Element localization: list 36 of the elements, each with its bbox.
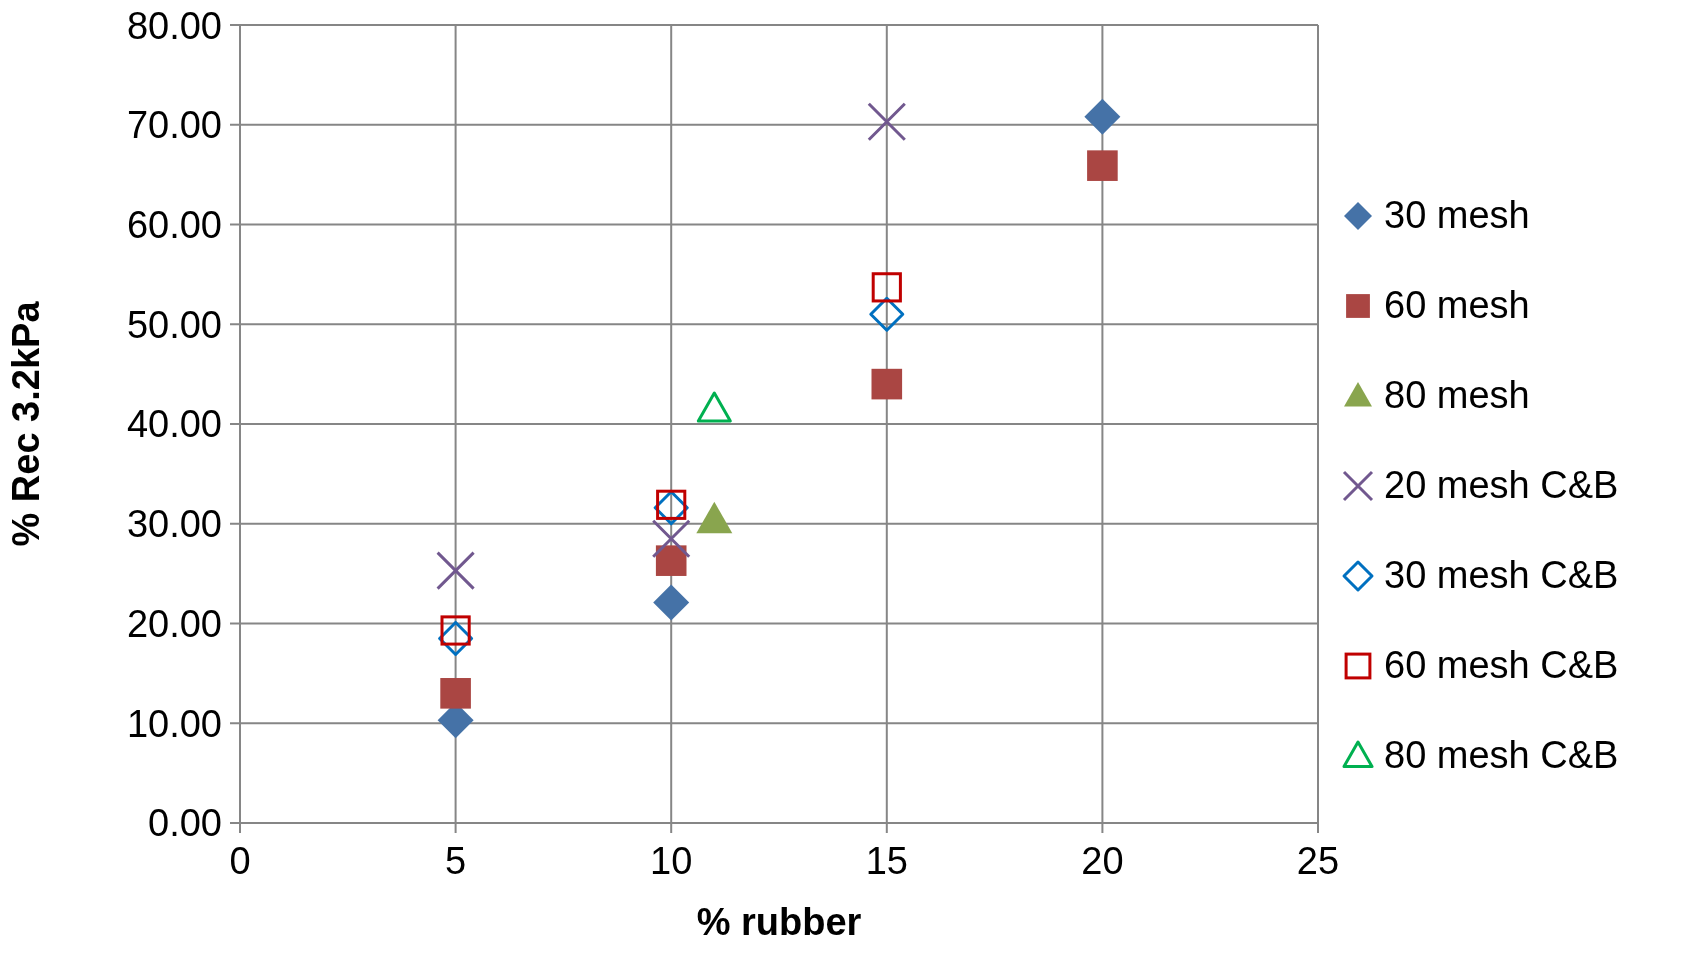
y-tick-label: 40.00 bbox=[126, 403, 222, 446]
x-tick-label: 25 bbox=[1296, 839, 1340, 882]
point bbox=[1087, 150, 1118, 181]
point bbox=[871, 368, 903, 400]
x-axis-title: % rubber bbox=[696, 901, 862, 943]
y-tick-label: 70.00 bbox=[126, 104, 222, 147]
y-tick-label: 50.00 bbox=[126, 303, 222, 346]
x-tick-label: 0 bbox=[229, 839, 251, 882]
y-tick-label: 60.00 bbox=[126, 203, 222, 246]
legend-label: 20 mesh C&B bbox=[1384, 464, 1619, 507]
y-tick-label: 0.00 bbox=[148, 802, 222, 845]
point bbox=[869, 296, 905, 332]
point bbox=[867, 102, 907, 142]
x-tick-label: 15 bbox=[865, 839, 908, 882]
legend-label: 80 mesh bbox=[1384, 374, 1530, 417]
legend-label: 30 mesh bbox=[1384, 194, 1530, 237]
y-axis-title: % Rec 3.2kPa bbox=[5, 300, 48, 547]
legend-label: 60 mesh bbox=[1384, 284, 1530, 327]
x-tick-label: 10 bbox=[650, 839, 693, 882]
point bbox=[653, 584, 690, 621]
point bbox=[655, 545, 687, 576]
point bbox=[871, 272, 902, 303]
legend-label: 80 mesh C&B bbox=[1384, 734, 1619, 777]
x-tick-label: 5 bbox=[445, 839, 467, 882]
point bbox=[440, 678, 471, 709]
y-tick-label: 10.00 bbox=[126, 702, 222, 745]
y-tick-label: 30.00 bbox=[126, 503, 222, 546]
legend-label: 30 mesh C&B bbox=[1384, 554, 1619, 597]
point bbox=[1084, 98, 1121, 135]
x-tick-label: 20 bbox=[1081, 839, 1124, 882]
y-tick-label: 20.00 bbox=[126, 602, 222, 645]
point bbox=[651, 519, 691, 559]
y-tick-label: 80.00 bbox=[126, 4, 222, 47]
point bbox=[436, 551, 476, 591]
point bbox=[696, 391, 732, 423]
legend-label: 60 mesh C&B bbox=[1384, 644, 1619, 687]
